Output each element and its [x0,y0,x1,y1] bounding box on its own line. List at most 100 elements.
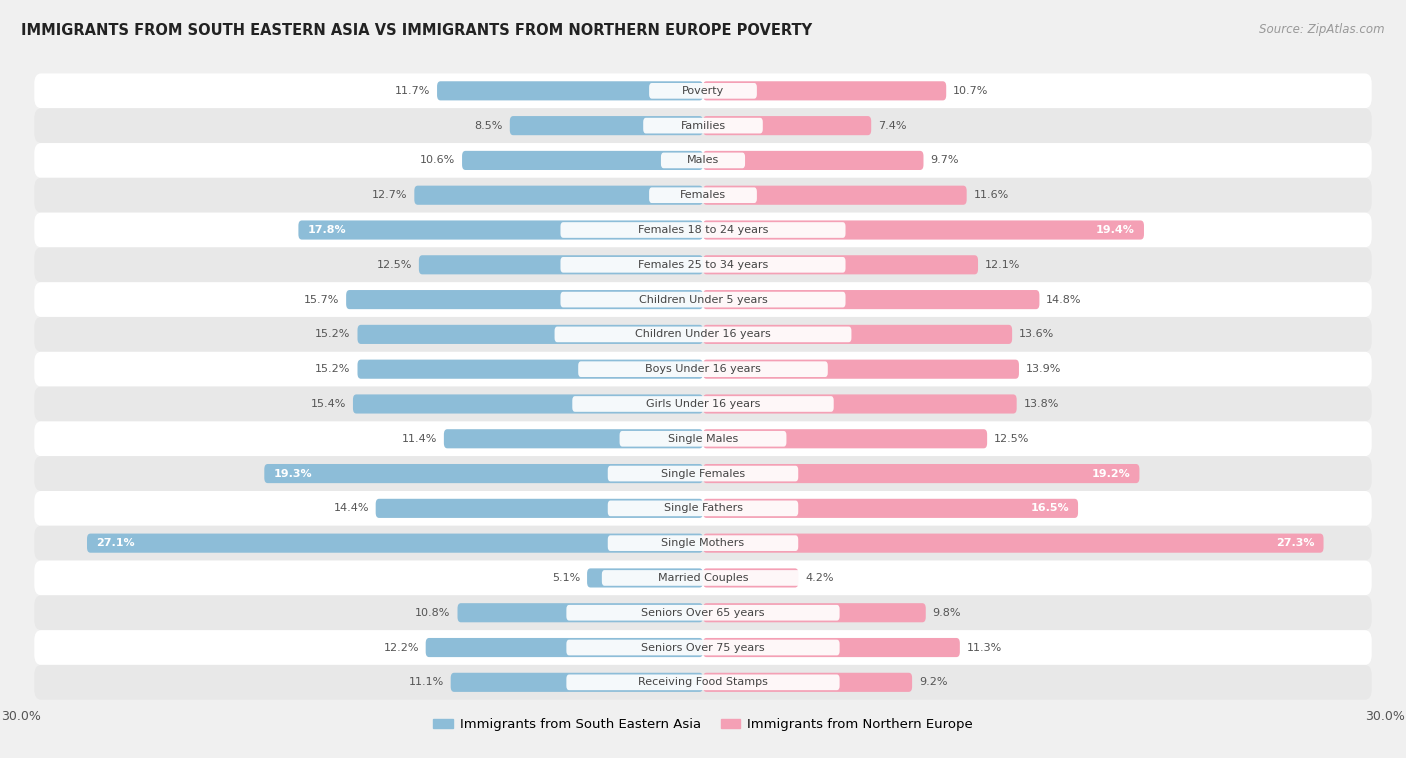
Text: 10.8%: 10.8% [415,608,451,618]
FancyBboxPatch shape [419,255,703,274]
FancyBboxPatch shape [34,282,1372,317]
Text: Females: Females [681,190,725,200]
FancyBboxPatch shape [643,117,763,133]
FancyBboxPatch shape [703,568,799,587]
FancyBboxPatch shape [375,499,703,518]
Text: 15.4%: 15.4% [311,399,346,409]
Text: 12.5%: 12.5% [994,434,1029,443]
FancyBboxPatch shape [444,429,703,448]
FancyBboxPatch shape [561,292,845,308]
Text: 10.7%: 10.7% [953,86,988,96]
FancyBboxPatch shape [703,394,1017,414]
FancyBboxPatch shape [561,222,845,238]
FancyBboxPatch shape [703,325,1012,344]
Text: 12.7%: 12.7% [373,190,408,200]
FancyBboxPatch shape [34,143,1372,178]
Text: Poverty: Poverty [682,86,724,96]
Text: 5.1%: 5.1% [553,573,581,583]
FancyBboxPatch shape [34,212,1372,247]
Text: 27.1%: 27.1% [96,538,135,548]
FancyBboxPatch shape [703,186,967,205]
Text: 13.8%: 13.8% [1024,399,1059,409]
FancyBboxPatch shape [650,83,756,99]
FancyBboxPatch shape [34,352,1372,387]
FancyBboxPatch shape [415,186,703,205]
FancyBboxPatch shape [457,603,703,622]
Text: 15.2%: 15.2% [315,330,350,340]
FancyBboxPatch shape [703,499,1078,518]
FancyBboxPatch shape [567,640,839,656]
Text: 12.1%: 12.1% [984,260,1021,270]
Text: Children Under 5 years: Children Under 5 years [638,295,768,305]
FancyBboxPatch shape [34,421,1372,456]
Text: 11.4%: 11.4% [402,434,437,443]
Text: 12.2%: 12.2% [384,643,419,653]
FancyBboxPatch shape [298,221,703,240]
FancyBboxPatch shape [510,116,703,135]
FancyBboxPatch shape [620,431,786,446]
FancyBboxPatch shape [34,108,1372,143]
FancyBboxPatch shape [703,603,925,622]
FancyBboxPatch shape [703,116,872,135]
Text: Females 18 to 24 years: Females 18 to 24 years [638,225,768,235]
FancyBboxPatch shape [34,456,1372,491]
FancyBboxPatch shape [34,595,1372,630]
FancyBboxPatch shape [463,151,703,170]
Text: Single Mothers: Single Mothers [661,538,745,548]
Text: Families: Families [681,121,725,130]
Text: 13.6%: 13.6% [1019,330,1054,340]
Text: 27.3%: 27.3% [1277,538,1315,548]
Text: Children Under 16 years: Children Under 16 years [636,330,770,340]
Text: 9.7%: 9.7% [931,155,959,165]
Text: 19.3%: 19.3% [273,468,312,478]
FancyBboxPatch shape [34,491,1372,526]
FancyBboxPatch shape [346,290,703,309]
FancyBboxPatch shape [567,605,839,621]
FancyBboxPatch shape [34,74,1372,108]
FancyBboxPatch shape [561,257,845,273]
FancyBboxPatch shape [426,638,703,657]
Text: IMMIGRANTS FROM SOUTH EASTERN ASIA VS IMMIGRANTS FROM NORTHERN EUROPE POVERTY: IMMIGRANTS FROM SOUTH EASTERN ASIA VS IM… [21,23,813,38]
FancyBboxPatch shape [703,81,946,100]
FancyBboxPatch shape [650,187,756,203]
Text: Seniors Over 75 years: Seniors Over 75 years [641,643,765,653]
FancyBboxPatch shape [607,500,799,516]
Text: 12.5%: 12.5% [377,260,412,270]
FancyBboxPatch shape [572,396,834,412]
Text: 11.3%: 11.3% [967,643,1002,653]
FancyBboxPatch shape [703,359,1019,379]
Text: 15.2%: 15.2% [315,364,350,374]
FancyBboxPatch shape [703,464,1139,483]
FancyBboxPatch shape [703,290,1039,309]
Text: Boys Under 16 years: Boys Under 16 years [645,364,761,374]
Text: 11.1%: 11.1% [409,678,444,688]
Text: 13.9%: 13.9% [1026,364,1062,374]
Text: 11.7%: 11.7% [395,86,430,96]
Text: 7.4%: 7.4% [877,121,907,130]
Text: Females 25 to 34 years: Females 25 to 34 years [638,260,768,270]
FancyBboxPatch shape [703,221,1144,240]
FancyBboxPatch shape [264,464,703,483]
Text: Girls Under 16 years: Girls Under 16 years [645,399,761,409]
FancyBboxPatch shape [703,255,979,274]
FancyBboxPatch shape [607,535,799,551]
FancyBboxPatch shape [578,362,828,377]
Text: Source: ZipAtlas.com: Source: ZipAtlas.com [1260,23,1385,36]
FancyBboxPatch shape [567,675,839,690]
FancyBboxPatch shape [34,387,1372,421]
FancyBboxPatch shape [703,534,1323,553]
FancyBboxPatch shape [437,81,703,100]
FancyBboxPatch shape [34,665,1372,700]
Text: 19.2%: 19.2% [1091,468,1130,478]
FancyBboxPatch shape [87,534,703,553]
Text: 4.2%: 4.2% [806,573,834,583]
Text: Single Fathers: Single Fathers [664,503,742,513]
FancyBboxPatch shape [703,429,987,448]
Text: Married Couples: Married Couples [658,573,748,583]
Text: 8.5%: 8.5% [475,121,503,130]
FancyBboxPatch shape [353,394,703,414]
FancyBboxPatch shape [661,152,745,168]
Text: 9.2%: 9.2% [920,678,948,688]
Text: 16.5%: 16.5% [1031,503,1069,513]
FancyBboxPatch shape [703,673,912,692]
